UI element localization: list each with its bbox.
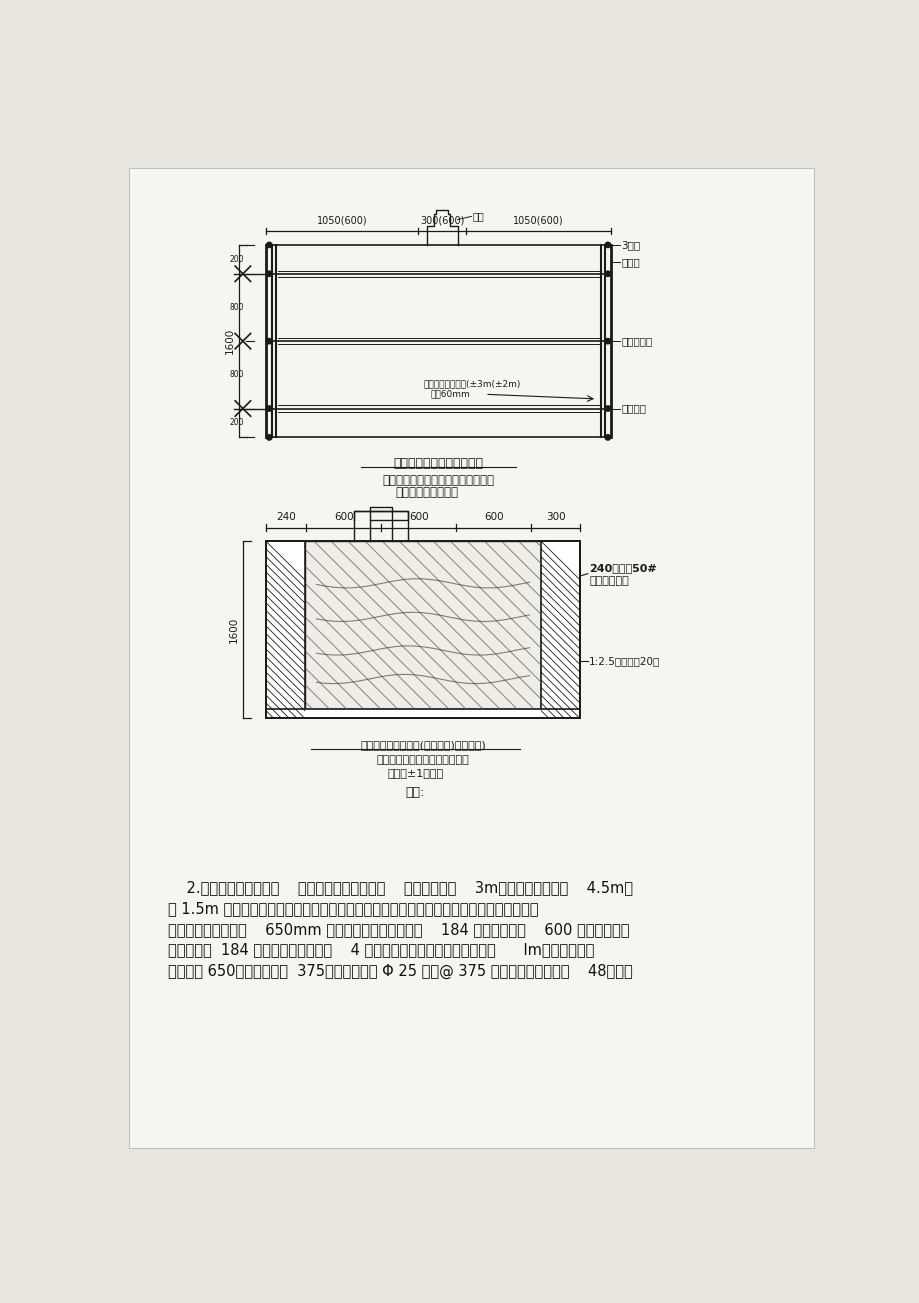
Text: 800: 800 (230, 304, 244, 311)
Text: 200: 200 (230, 418, 244, 427)
Circle shape (267, 405, 272, 412)
Circle shape (605, 435, 610, 440)
Circle shape (605, 405, 610, 412)
Text: 极各60mm: 极各60mm (430, 390, 470, 399)
Text: 按车内尺寸方向隔着模，以需稳专师: 按车内尺寸方向隔着模，以需稳专师 (382, 473, 494, 486)
Text: 1050(600): 1050(600) (513, 216, 563, 225)
Circle shape (267, 339, 272, 344)
Text: 1600: 1600 (229, 616, 239, 644)
Text: 200: 200 (230, 255, 244, 263)
Text: 附图:: 附图: (405, 786, 425, 799)
Text: 600: 600 (483, 512, 503, 523)
Circle shape (267, 435, 272, 440)
Text: 水泥砂浆砌筑: 水泥砂浆砌筑 (589, 576, 629, 586)
Text: 600: 600 (334, 512, 353, 523)
Text: 注及多内隔球着板。: 注及多内隔球着板。 (395, 486, 458, 499)
Bar (540, 541, 579, 718)
Text: 2.筒体模板支模方法：    内外模板采用钢模板，    每次浇砖高度    3m，配备模板高度为    4.5m，: 2.筒体模板支模方法： 内外模板采用钢模板， 每次浇砖高度 3m，配备模板高度为… (167, 880, 632, 895)
Circle shape (605, 242, 610, 248)
Text: 内外圈对模件总模板（内筒）标: 内外圈对模件总模板（内筒）标 (376, 756, 469, 765)
Text: 墙板连筋: 墙板连筋 (620, 404, 645, 413)
Circle shape (267, 271, 272, 276)
Bar (266, 541, 304, 718)
Text: 300(600): 300(600) (419, 216, 464, 225)
Text: 3排柱: 3排柱 (620, 240, 640, 250)
Text: 钢模板: 钢模板 (620, 257, 639, 267)
Text: 240: 240 (276, 512, 296, 523)
Text: 1:2.5水泥砂浆20厚: 1:2.5水泥砂浆20厚 (589, 655, 660, 666)
Text: 240砖模用50#: 240砖模用50# (589, 563, 656, 573)
Text: 大型水泥熟料仓简段模板图: 大型水泥熟料仓简段模板图 (393, 456, 483, 469)
Text: 800: 800 (230, 370, 244, 379)
Text: 水泥熟料仓隔墙施工(位置时的)地面层画): 水泥熟料仓隔墙施工(位置时的)地面层画) (360, 740, 485, 751)
Bar (266, 709, 579, 718)
Text: 中位算法等距构杆(±3m(±2m): 中位算法等距构杆(±3m(±2m) (423, 379, 520, 388)
Text: 装砌做±1圆柱模: 装砌做±1圆柱模 (387, 767, 443, 778)
Text: 1600: 1600 (225, 328, 235, 354)
Text: 接搓平整。外模板每    650mm 宽为一组，沿周长共配制    184 组，内模板每    600 宽为一组，沿: 接搓平整。外模板每 650mm 宽为一组，沿周长共配制 184 组，内模板每 6… (167, 921, 629, 937)
Text: 即 1.5m 高模板三套底节模板不拆，为上节模板支模时同底节不拆模板联接成一体，确保砖: 即 1.5m 高模板三套底节模板不拆，为上节模板支模时同底节不拆模板联接成一体，… (167, 900, 538, 916)
Text: 300: 300 (545, 512, 565, 523)
Text: 1050(600): 1050(600) (316, 216, 367, 225)
Text: 平间距为 650，竖向间距为  375，内外模板用 Φ 25 钢筋@ 375 做通长水平龙骨，用    48，钢脚: 平间距为 650，竖向间距为 375，内外模板用 Φ 25 钢筋@ 375 做通… (167, 963, 631, 979)
Text: 用长共配制  184 组，内外模板采用由    4 对拉螺栓连接，对拉螺栓长度长为      lm，对拉螺栓水: 用长共配制 184 组，内外模板采用由 4 对拉螺栓连接，对拉螺栓长度长为 lm… (167, 942, 594, 958)
Text: 筒防: 筒防 (472, 211, 484, 222)
Bar (304, 541, 540, 709)
Circle shape (605, 271, 610, 276)
Text: 松筋防水圈: 松筋防水圈 (620, 336, 652, 347)
Text: 600: 600 (408, 512, 428, 523)
Circle shape (267, 242, 272, 248)
Circle shape (605, 339, 610, 344)
